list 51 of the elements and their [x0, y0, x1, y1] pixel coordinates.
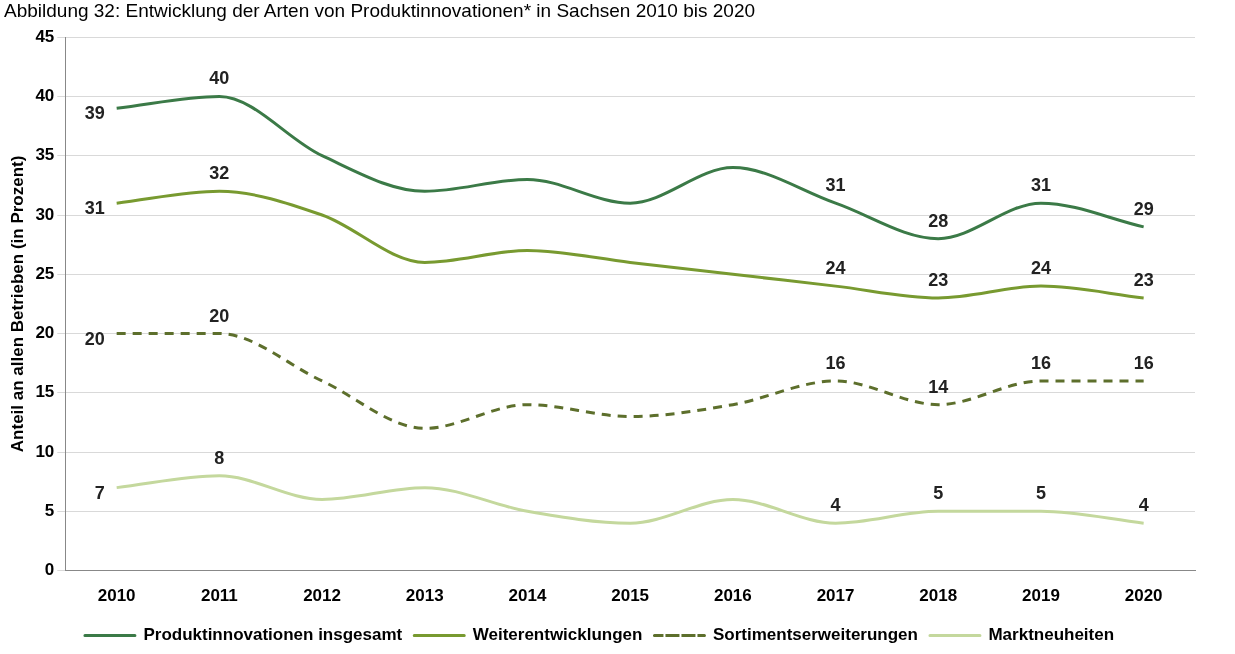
data-label: 4	[1138, 495, 1149, 516]
x-tick-label: 2017	[816, 586, 855, 606]
data-label: 24	[1030, 258, 1051, 279]
data-label: 31	[1030, 175, 1051, 196]
data-label: 40	[209, 68, 230, 89]
data-label: 32	[209, 163, 230, 184]
data-label: 23	[1133, 269, 1154, 290]
x-tick-label: 2012	[303, 586, 341, 606]
data-label: 16	[1133, 352, 1154, 373]
data-label: 24	[825, 258, 846, 279]
y-tick-label: 20	[35, 323, 55, 343]
chart-title: Abbildung 32: Entwicklung der Arten von Produktinnovationen* in Sachsen 2010 bis 2020	[3, 0, 757, 23]
data-label: 8	[214, 447, 225, 468]
data-label: 4	[830, 495, 841, 516]
y-axis-title: Anteil an allen Betrieben (in Prozent)	[7, 155, 27, 453]
x-tick-label: 2018	[919, 586, 958, 606]
y-tick-label: 35	[35, 145, 55, 165]
x-tick-label: 2014	[508, 586, 547, 606]
y-tick-label: 15	[35, 382, 55, 402]
legend-label: Produktinnovationen insgesamt	[143, 625, 403, 645]
y-tick-label: 25	[35, 263, 55, 283]
data-label: 28	[928, 210, 949, 231]
x-tick-label: 2016	[713, 586, 752, 606]
x-tick-label: 2013	[405, 586, 444, 606]
x-tick-label: 2015	[611, 586, 650, 606]
legend-label: Weiterentwicklungen	[472, 625, 643, 645]
y-tick-label: 30	[35, 204, 55, 224]
data-label: 16	[825, 352, 846, 373]
data-label: 20	[84, 328, 105, 349]
data-label: 29	[1133, 198, 1154, 219]
data-label: 31	[84, 198, 105, 219]
data-label: 20	[209, 305, 230, 326]
y-tick-label: 40	[35, 86, 55, 106]
x-tick-label: 2020	[1124, 586, 1163, 606]
y-tick-label: 5	[44, 501, 55, 521]
y-tick-label: 0	[44, 560, 55, 580]
x-tick-label: 2011	[200, 586, 238, 606]
data-label: 5	[1035, 483, 1046, 504]
y-tick-label: 45	[35, 26, 55, 46]
legend-label: Marktneuheiten	[988, 625, 1115, 645]
y-tick-label: 10	[35, 441, 55, 461]
data-label: 23	[928, 269, 949, 290]
legend-label: Sortimentserweiterungen	[712, 625, 918, 645]
data-label: 7	[94, 482, 105, 503]
data-label: 14	[928, 376, 949, 397]
data-label: 5	[933, 483, 944, 504]
data-label: 16	[1030, 352, 1051, 373]
data-label: 39	[84, 103, 105, 124]
x-tick-label: 2010	[97, 586, 136, 606]
x-tick-label: 2019	[1022, 586, 1060, 606]
data-label: 31	[825, 175, 846, 196]
